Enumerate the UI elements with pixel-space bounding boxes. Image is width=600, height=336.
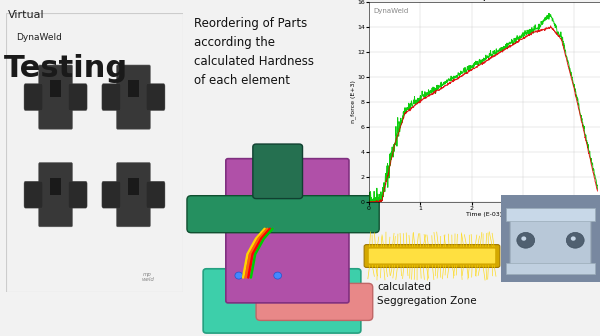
FancyBboxPatch shape <box>24 84 43 111</box>
Circle shape <box>571 237 576 241</box>
FancyBboxPatch shape <box>146 181 165 208</box>
FancyBboxPatch shape <box>187 196 379 233</box>
FancyBboxPatch shape <box>116 65 150 129</box>
Y-axis label: n_force (E+3): n_force (E+3) <box>350 80 356 123</box>
FancyBboxPatch shape <box>102 84 121 111</box>
Text: mp
weld: mp weld <box>141 272 154 282</box>
FancyBboxPatch shape <box>39 65 73 129</box>
Text: Testing: Testing <box>4 54 128 83</box>
FancyBboxPatch shape <box>369 249 495 263</box>
FancyBboxPatch shape <box>203 269 361 333</box>
FancyBboxPatch shape <box>24 181 43 208</box>
FancyBboxPatch shape <box>364 245 500 267</box>
Text: DynaWeld: DynaWeld <box>374 8 409 14</box>
Bar <box>506 208 595 221</box>
Circle shape <box>235 272 242 279</box>
Title: Load - Displacement: Load - Displacement <box>424 0 545 1</box>
FancyBboxPatch shape <box>146 84 165 111</box>
Bar <box>506 263 595 274</box>
Text: Reordering of Parts
according the
calculated Hardness
of each element: Reordering of Parts according the calcul… <box>194 17 314 87</box>
FancyBboxPatch shape <box>256 283 373 321</box>
Bar <box>50 177 61 195</box>
Bar <box>50 80 61 97</box>
Circle shape <box>566 233 584 248</box>
FancyBboxPatch shape <box>68 84 87 111</box>
Circle shape <box>274 272 281 279</box>
FancyBboxPatch shape <box>68 181 87 208</box>
Circle shape <box>517 233 535 248</box>
FancyBboxPatch shape <box>102 181 121 208</box>
FancyBboxPatch shape <box>510 211 591 270</box>
FancyBboxPatch shape <box>253 144 302 199</box>
X-axis label: Time (E-03): Time (E-03) <box>466 212 503 217</box>
Bar <box>128 80 139 97</box>
FancyBboxPatch shape <box>116 163 150 227</box>
FancyBboxPatch shape <box>39 163 73 227</box>
Text: Virtual: Virtual <box>7 10 44 20</box>
Circle shape <box>521 237 526 241</box>
Bar <box>128 177 139 195</box>
FancyBboxPatch shape <box>226 159 349 303</box>
Text: calculated
Seggregation Zone: calculated Seggregation Zone <box>377 282 477 305</box>
Text: DynaWeld: DynaWeld <box>17 33 62 42</box>
